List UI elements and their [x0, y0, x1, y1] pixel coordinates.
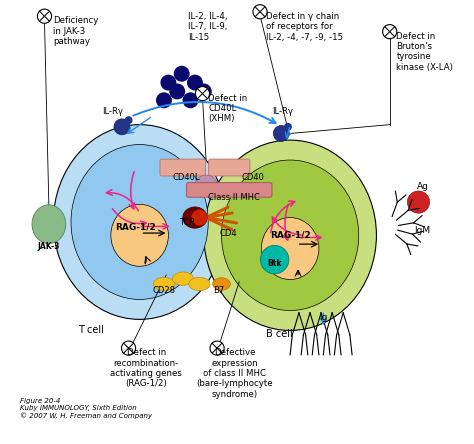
- Ellipse shape: [111, 204, 168, 266]
- Circle shape: [195, 87, 210, 101]
- Text: IL-2, IL-4,
IL-7, IL-9,
IL-15: IL-2, IL-4, IL-7, IL-9, IL-15: [188, 12, 228, 42]
- Text: Figure 20-4
Kuby IMMUNOLOGY, Sixth Edition
© 2007 W. H. Freeman and Company: Figure 20-4 Kuby IMMUNOLOGY, Sixth Editi…: [20, 398, 152, 419]
- Circle shape: [408, 191, 429, 213]
- Text: CD40L: CD40L: [173, 173, 201, 182]
- Circle shape: [187, 75, 203, 91]
- Circle shape: [125, 116, 133, 124]
- Text: CD40: CD40: [241, 173, 264, 182]
- Text: Defect in
recombination-
activating genes
(RAG-1/2): Defect in recombination- activating gene…: [110, 348, 182, 388]
- Circle shape: [210, 341, 224, 355]
- Circle shape: [253, 5, 267, 19]
- Circle shape: [182, 92, 199, 108]
- Ellipse shape: [183, 207, 207, 228]
- Text: Defect in
Bruton's
tyrosine
kinase (X-LA): Defect in Bruton's tyrosine kinase (X-LA…: [396, 32, 453, 72]
- Circle shape: [191, 210, 207, 226]
- Text: RAG-1/2: RAG-1/2: [270, 231, 310, 240]
- Circle shape: [121, 341, 136, 355]
- Text: T cell: T cell: [78, 325, 103, 335]
- Text: Class II MHC: Class II MHC: [208, 193, 260, 202]
- Text: Btk: Btk: [267, 259, 282, 268]
- Circle shape: [383, 24, 397, 39]
- Ellipse shape: [204, 140, 376, 330]
- Circle shape: [273, 126, 289, 142]
- Text: IL-Rγ: IL-Rγ: [102, 107, 123, 116]
- Text: TCR: TCR: [180, 218, 196, 226]
- Circle shape: [196, 83, 212, 99]
- Ellipse shape: [213, 278, 230, 290]
- Ellipse shape: [195, 175, 217, 194]
- Ellipse shape: [189, 278, 210, 291]
- Circle shape: [37, 9, 52, 23]
- FancyBboxPatch shape: [187, 182, 272, 197]
- Circle shape: [156, 92, 172, 108]
- Text: CD28: CD28: [153, 286, 176, 295]
- Circle shape: [173, 66, 190, 82]
- Text: JAK-3: JAK-3: [38, 242, 60, 251]
- Ellipse shape: [53, 125, 226, 319]
- Circle shape: [260, 246, 289, 274]
- Text: IgM: IgM: [414, 226, 430, 235]
- Circle shape: [284, 123, 292, 131]
- Text: Defective
expression
of class II MHC
(bare-lymphocyte
syndrome): Defective expression of class II MHC (ba…: [197, 348, 273, 399]
- Text: Defect in
CD40L
(XHM): Defect in CD40L (XHM): [208, 94, 247, 123]
- Text: Ig: Ig: [319, 313, 328, 322]
- Text: Ag: Ag: [417, 182, 429, 191]
- Ellipse shape: [221, 160, 359, 310]
- Ellipse shape: [261, 218, 319, 280]
- Ellipse shape: [154, 278, 174, 291]
- Text: CD4: CD4: [219, 229, 237, 238]
- Circle shape: [114, 119, 130, 135]
- Ellipse shape: [32, 205, 66, 244]
- Ellipse shape: [173, 272, 193, 285]
- Circle shape: [160, 75, 176, 91]
- FancyBboxPatch shape: [160, 159, 206, 176]
- FancyBboxPatch shape: [209, 159, 250, 176]
- Circle shape: [169, 83, 185, 99]
- Text: B cell: B cell: [266, 329, 292, 339]
- Text: IL-Rγ: IL-Rγ: [273, 107, 293, 116]
- Ellipse shape: [71, 145, 208, 299]
- Text: Deficiency
in JAK-3
pathway: Deficiency in JAK-3 pathway: [53, 16, 99, 46]
- Text: Defect in γ chain
of receptors for
IL-2, -4, -7, -9, -15: Defect in γ chain of receptors for IL-2,…: [266, 12, 343, 42]
- Text: RAG-1/2: RAG-1/2: [115, 222, 155, 231]
- Text: B7: B7: [213, 286, 224, 295]
